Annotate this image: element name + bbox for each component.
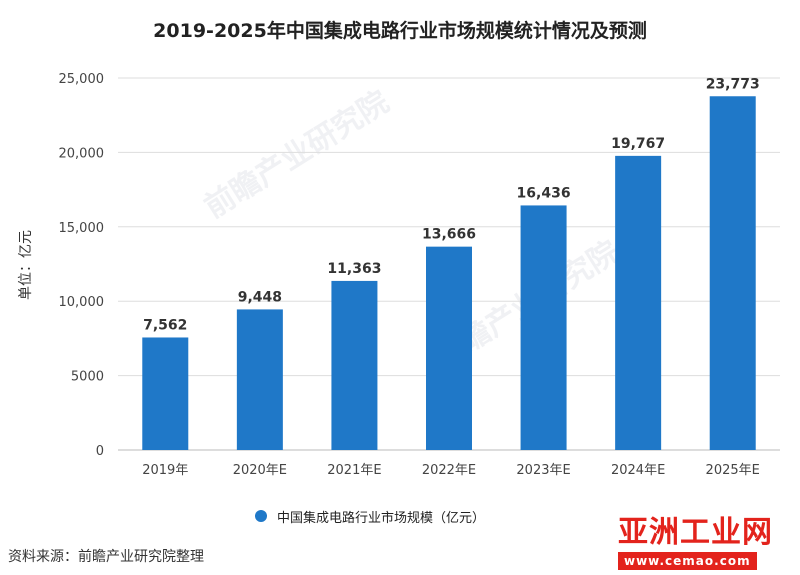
data-label: 19,767 [611,136,665,152]
y-tick-label: 25,000 [59,72,105,87]
source-note: 资料来源：前瞻产业研究院整理 [8,549,204,565]
y-axis-ticks: 0 5000 10,000 15,000 20,000 25,000 [59,72,105,459]
x-tick-label: 2022年E [422,463,476,478]
data-label: 16,436 [517,185,571,201]
bar [709,96,756,451]
bar [426,246,472,450]
y-tick-label: 20,000 [59,146,105,161]
y-tick-label: 0 [96,444,104,459]
y-tick-label: 10,000 [59,295,105,310]
x-tick-label: 2021年E [327,463,381,478]
x-tick-label: 2019年 [142,463,188,478]
y-tick-label: 5000 [71,370,104,385]
legend: 中国集成电路行业市场规模（亿元） [255,506,485,526]
legend-marker [255,510,267,522]
data-label: 23,773 [706,76,760,92]
bar [236,309,283,450]
chart-title: 2019-2025年中国集成电路行业市场规模统计情况及预测 [153,20,647,42]
x-tick-label: 2023年E [516,463,570,478]
bar-chart: 0 5000 10,000 15,000 20,000 25,000 7,562 9,448… [18,72,780,478]
x-axis-ticks: 2019年 2020年E 2021年E 2022年E 2023年E 2024年E 2025年… [142,463,760,478]
x-tick-label: 2024年E [611,463,665,478]
bar [142,337,189,450]
data-label: 13,666 [422,227,476,243]
x-tick-label: 2025年E [706,463,760,478]
logo-url: www.cemao.com [618,552,757,570]
data-label: 11,363 [327,261,381,277]
bar [520,205,567,450]
data-label: 9,448 [238,289,282,305]
x-tick-label: 2020年E [233,463,287,478]
logo-text: 亚洲工业网 [618,515,773,550]
y-axis-label: 单位：亿元 [18,230,34,300]
site-logo: 亚洲工业网 www.cemao.com [618,518,796,570]
y-tick-label: 15,000 [59,221,105,236]
bar [615,155,662,450]
bars [142,96,756,451]
data-label: 7,562 [143,317,187,333]
data-labels: 7,562 9,448 11,363 13,666 16,436 19,767 23,773 [143,76,760,333]
bar [331,280,378,450]
legend-label: 中国集成电路行业市场规模（亿元） [277,510,486,526]
